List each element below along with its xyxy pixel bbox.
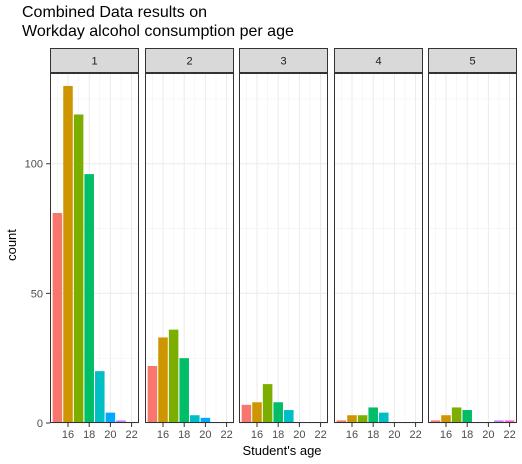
chart-title-line-2: Workday alcohol consumption per age [22,23,294,40]
bar [379,412,389,423]
bar [179,358,189,423]
panel-background [428,73,517,423]
x-tick-label: 22 [220,429,232,441]
facet-label: 3 [280,56,286,68]
y-tick-label: 50 [31,288,43,300]
bar [451,407,462,423]
bar [168,329,179,423]
bar [73,114,84,424]
bar [116,420,126,423]
bar [430,420,441,423]
bar [284,410,294,423]
x-tick-label: 22 [125,429,137,441]
bar [441,415,451,423]
x-tick-label: 18 [83,429,95,441]
bar [273,402,283,423]
bar [241,404,252,423]
x-tick-label: 18 [178,429,190,441]
bar [200,417,211,423]
x-tick-label: 20 [199,429,211,441]
bar [336,420,347,423]
bar [357,415,368,423]
bar [105,412,116,423]
facet-label: 1 [91,56,97,68]
x-tick-label: 18 [272,429,284,441]
x-axis-label: Student's age [242,443,321,458]
bar [494,420,504,423]
bar [347,415,357,423]
facet-strip [145,48,234,73]
panel-border [50,73,139,423]
panel-border [428,73,517,423]
x-tick-label: 20 [104,429,116,441]
x-tick-label: 20 [388,429,400,441]
x-tick-label: 16 [440,429,452,441]
bar [252,402,262,423]
x-tick-label: 20 [293,429,305,441]
bar [368,407,378,423]
facet-strip [50,48,139,73]
bar [95,371,105,423]
panel-border [334,73,423,423]
bar [158,337,168,423]
x-tick-label: 20 [482,429,494,441]
y-tick-label: 0 [37,418,43,430]
x-tick-label: 16 [346,429,358,441]
bar [147,365,158,423]
x-tick-label: 16 [157,429,169,441]
facet-strip [239,48,328,73]
panel-border [239,73,328,423]
facet-label: 4 [375,56,381,68]
x-tick-label: 22 [314,429,326,441]
x-tick-label: 18 [461,429,473,441]
facet-strip [428,48,517,73]
panel-background [334,73,423,423]
x-tick-label: 22 [503,429,515,441]
chart-title-line-1: Combined Data results on [22,4,207,21]
bar [504,420,515,423]
x-tick-label: 22 [409,429,421,441]
bar [84,174,94,423]
x-tick-label: 18 [367,429,379,441]
facet-strip [334,48,423,73]
bar [262,384,273,423]
bar [63,85,73,424]
facet-label: 2 [186,56,192,68]
y-axis-label: count [4,229,19,261]
bar [190,415,200,423]
x-tick-label: 16 [62,429,74,441]
facet-label: 5 [469,56,475,68]
panel-border [145,73,234,423]
x-tick-label: 16 [251,429,263,441]
panel-background [239,73,328,423]
y-tick-label: 100 [25,159,43,171]
bar [462,410,472,423]
bar [52,213,63,423]
